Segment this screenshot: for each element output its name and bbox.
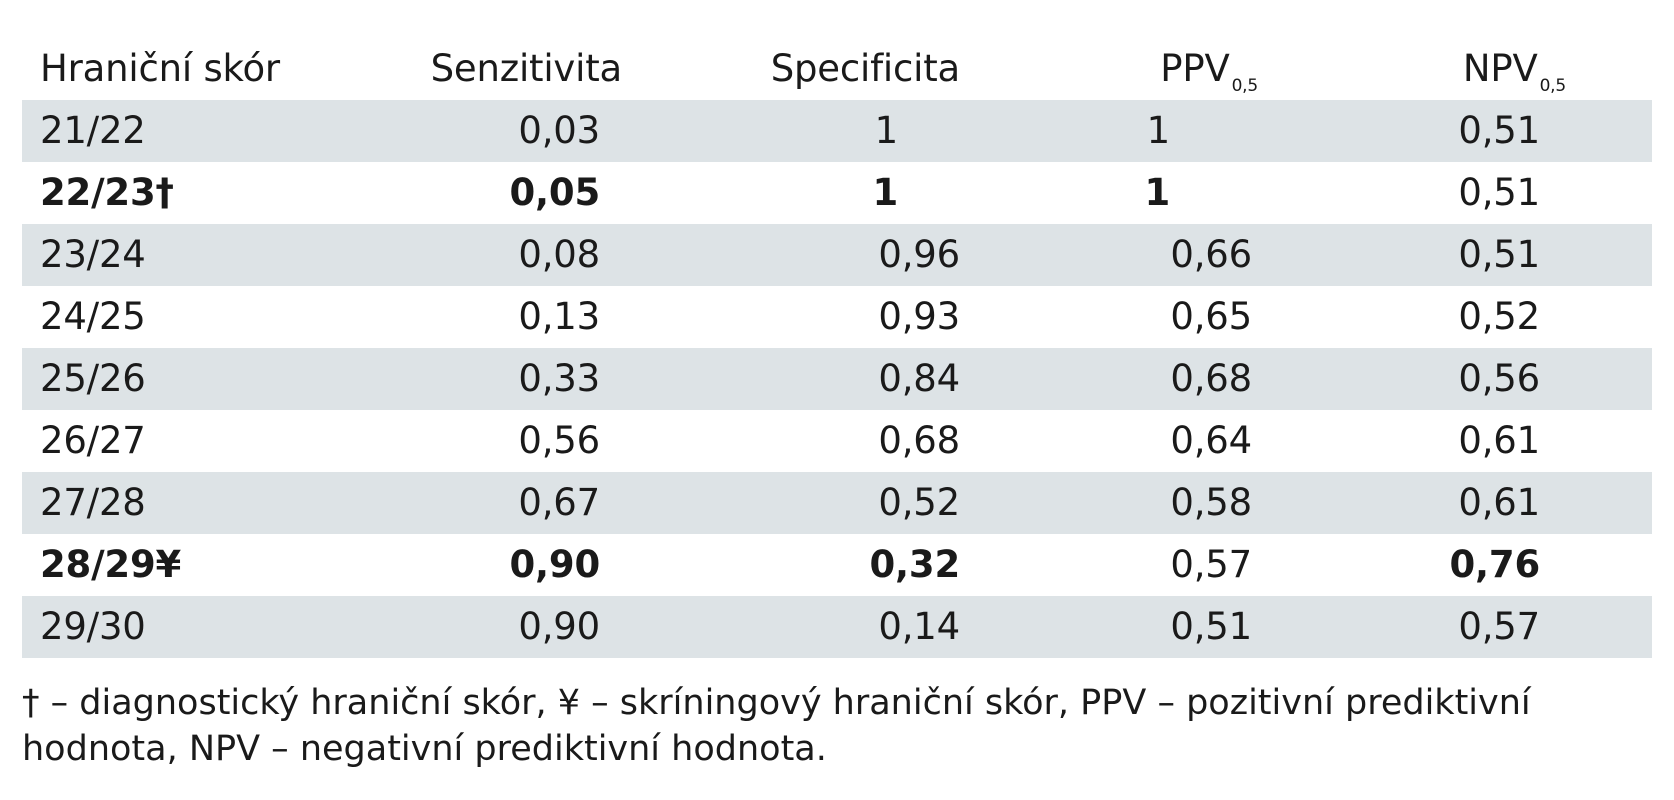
header-row: Hraniční skór Senzitivita Specificita PP… bbox=[22, 38, 1652, 100]
cell-sensitivity: 0,90 bbox=[350, 534, 680, 596]
header-sensitivity: Senzitivita bbox=[430, 47, 623, 90]
table-footnote: † – diagnostický hraniční skór, ¥ – skrí… bbox=[22, 680, 1662, 772]
footnote-line-2: hodnota, NPV – negativní prediktivní hod… bbox=[22, 729, 827, 769]
header-npv: NPV 0,5 bbox=[1462, 47, 1567, 96]
table-row: 28/29¥ 0,90 0,32 0,57 0,76 bbox=[22, 534, 1652, 596]
cell-ppv: 0,68 bbox=[1010, 348, 1340, 410]
cell-sensitivity: 0,56 bbox=[350, 410, 680, 472]
cell-npv: 0,76 bbox=[1340, 534, 1652, 596]
table-row: 27/28 0,67 0,52 0,58 0,61 bbox=[22, 472, 1652, 534]
cell-sensitivity: 0,90 bbox=[350, 596, 680, 658]
cell-specificity: 0,52 bbox=[680, 472, 1010, 534]
cell-cutoff-score: 24/25 bbox=[22, 286, 350, 348]
header-ppv-subscript: 0,5 bbox=[1231, 76, 1259, 96]
cell-specificity: 0,96 bbox=[680, 224, 1010, 286]
cell-cutoff-score: 22/23† bbox=[22, 162, 350, 224]
cell-ppv: 0,66 bbox=[1010, 224, 1340, 286]
table-row: 26/27 0,56 0,68 0,64 0,61 bbox=[22, 410, 1652, 472]
cell-specificity: 0,93 bbox=[680, 286, 1010, 348]
cell-specificity: 0,84 bbox=[680, 348, 1010, 410]
cell-sensitivity: 0,67 bbox=[350, 472, 680, 534]
cutoff-score-table: Hraniční skór Senzitivita Specificita PP… bbox=[22, 38, 1652, 658]
cell-cutoff-score: 28/29¥ bbox=[22, 534, 350, 596]
cell-sensitivity: 0,05 bbox=[350, 162, 680, 224]
cell-cutoff-score: 21/22 bbox=[22, 100, 350, 162]
header-npv-subscript: 0,5 bbox=[1539, 76, 1567, 96]
cell-cutoff-score: 25/26 bbox=[22, 348, 350, 410]
cell-sensitivity: 0,03 bbox=[350, 100, 680, 162]
cell-sensitivity: 0,13 bbox=[350, 286, 680, 348]
table-row: 22/23† 0,05 1 1 0,51 bbox=[22, 162, 1652, 224]
cell-specificity: 0,14 bbox=[680, 596, 1010, 658]
cell-specificity: 0,32 bbox=[680, 534, 1010, 596]
cell-specificity: 1 bbox=[680, 100, 1010, 162]
header-cutoff-score: Hraniční skór bbox=[40, 47, 280, 90]
cell-sensitivity: 0,33 bbox=[350, 348, 680, 410]
cell-ppv: 0,58 bbox=[1010, 472, 1340, 534]
cell-cutoff-score: 26/27 bbox=[22, 410, 350, 472]
table-row: 29/30 0,90 0,14 0,51 0,57 bbox=[22, 596, 1652, 658]
cell-ppv: 0,65 bbox=[1010, 286, 1340, 348]
table-body: 21/22 0,03 1 1 0,51 22/23† 0,05 1 1 0,51… bbox=[22, 100, 1652, 658]
cell-npv: 0,61 bbox=[1340, 410, 1652, 472]
cell-npv: 0,51 bbox=[1340, 224, 1652, 286]
table-row: 23/24 0,08 0,96 0,66 0,51 bbox=[22, 224, 1652, 286]
cell-npv: 0,51 bbox=[1340, 100, 1652, 162]
cell-ppv: 1 bbox=[1010, 162, 1340, 224]
results-table-container: Hraniční skór Senzitivita Specificita PP… bbox=[22, 38, 1652, 658]
table-row: 24/25 0,13 0,93 0,65 0,52 bbox=[22, 286, 1652, 348]
table-row: 21/22 0,03 1 1 0,51 bbox=[22, 100, 1652, 162]
cell-npv: 0,52 bbox=[1340, 286, 1652, 348]
cell-cutoff-score: 29/30 bbox=[22, 596, 350, 658]
table-row: 25/26 0,33 0,84 0,68 0,56 bbox=[22, 348, 1652, 410]
cell-specificity: 1 bbox=[680, 162, 1010, 224]
cell-npv: 0,56 bbox=[1340, 348, 1652, 410]
cell-ppv: 0,51 bbox=[1010, 596, 1340, 658]
cell-cutoff-score: 27/28 bbox=[22, 472, 350, 534]
cell-cutoff-score: 23/24 bbox=[22, 224, 350, 286]
cell-sensitivity: 0,08 bbox=[350, 224, 680, 286]
cell-npv: 0,51 bbox=[1340, 162, 1652, 224]
cell-specificity: 0,68 bbox=[680, 410, 1010, 472]
header-ppv: PPV 0,5 bbox=[1160, 47, 1259, 96]
cell-ppv: 0,64 bbox=[1010, 410, 1340, 472]
table-header: Hraniční skór Senzitivita Specificita PP… bbox=[22, 38, 1652, 100]
cell-ppv: 1 bbox=[1010, 100, 1340, 162]
header-specificity: Specificita bbox=[770, 47, 960, 90]
cell-ppv: 0,57 bbox=[1010, 534, 1340, 596]
footnote-line-1: † – diagnostický hraniční skór, ¥ – skrí… bbox=[22, 683, 1531, 723]
cell-npv: 0,61 bbox=[1340, 472, 1652, 534]
cell-npv: 0,57 bbox=[1340, 596, 1652, 658]
